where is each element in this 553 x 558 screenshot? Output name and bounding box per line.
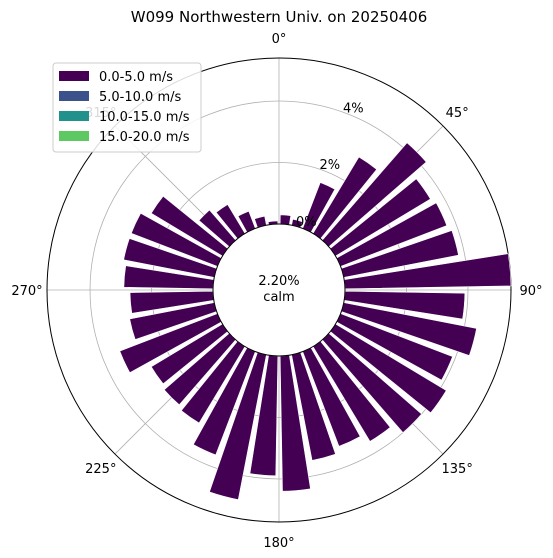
wind-bar xyxy=(279,214,292,226)
direction-label: 225° xyxy=(85,462,116,477)
outer-ring xyxy=(46,57,512,523)
calm-inner-circle xyxy=(212,223,346,357)
legend-swatch xyxy=(59,91,89,101)
direction-label: 90° xyxy=(519,284,542,299)
direction-label: 45° xyxy=(446,106,469,121)
legend-swatch xyxy=(59,71,89,81)
direction-label: 0° xyxy=(272,32,287,47)
legend-swatch xyxy=(59,111,89,121)
legend-label: 5.0-10.0 m/s xyxy=(99,90,181,105)
calm-label: calm xyxy=(263,290,294,305)
grid-ring xyxy=(151,162,407,418)
direction-label: 180° xyxy=(263,536,294,551)
direction-label: 135° xyxy=(442,462,473,477)
legend-label: 15.0-20.0 m/s xyxy=(99,130,190,145)
radial-tick-label: 4% xyxy=(343,101,364,116)
legend-swatch xyxy=(59,131,89,141)
legend-label: 10.0-15.0 m/s xyxy=(99,110,190,125)
direction-label: 270° xyxy=(11,284,42,299)
calm-percent: 2.20% xyxy=(258,274,299,289)
legend-label: 0.0-5.0 m/s xyxy=(99,70,173,85)
radial-tick-label: 2% xyxy=(319,158,340,173)
chart-title: W099 Northwestern Univ. on 20250406 xyxy=(131,8,427,26)
legend-box xyxy=(52,62,202,153)
legend: 0.0-5.0 m/s 5.0-10.0 m/s 10.0-15.0 m/s 15.0… xyxy=(52,62,202,153)
grid-ring xyxy=(89,100,469,480)
wind-bars xyxy=(119,142,512,500)
calm-circle: 2.20%calm xyxy=(212,223,346,357)
radial-tick-label: 0% xyxy=(296,215,317,230)
